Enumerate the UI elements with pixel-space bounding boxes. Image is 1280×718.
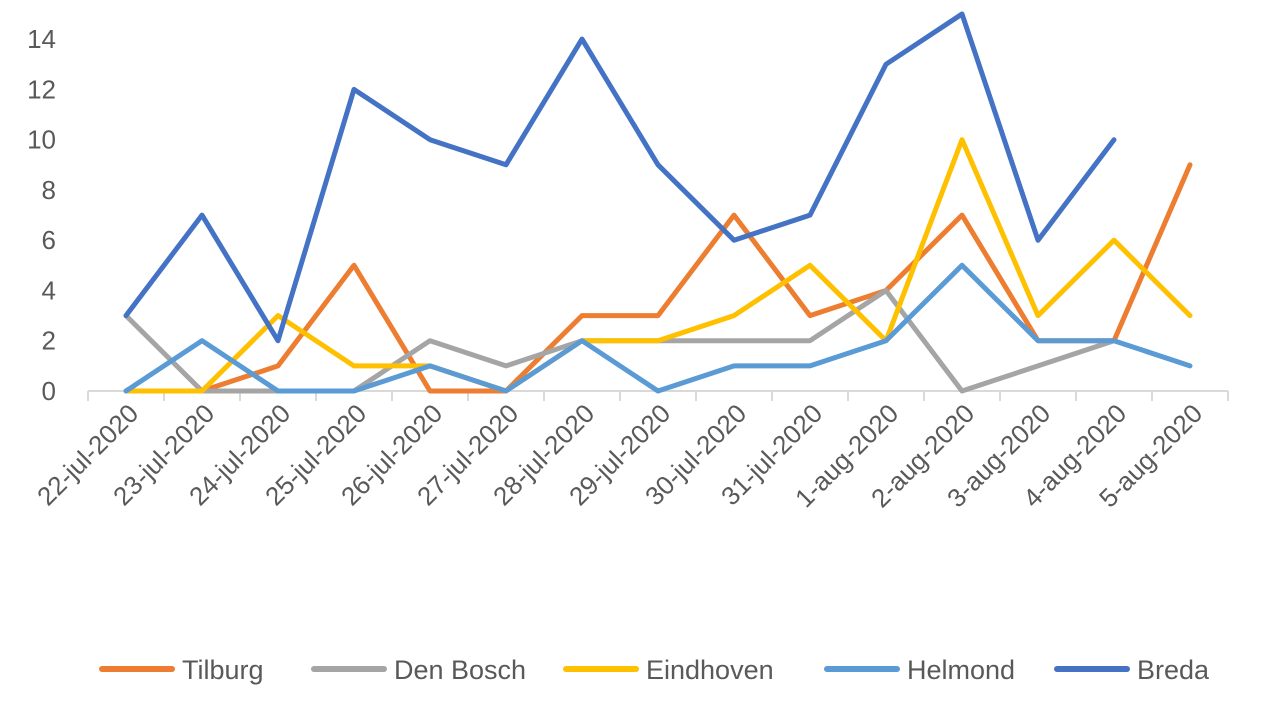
legend-label-breda: Breda xyxy=(1137,655,1210,685)
series-line-eindhoven xyxy=(123,137,1193,394)
series-line-breda xyxy=(123,11,1117,344)
legend-label-tilburg: Tilburg xyxy=(182,655,264,685)
y-tick-label: 8 xyxy=(42,175,56,205)
series-lines xyxy=(123,11,1193,394)
legend-label-helmond: Helmond xyxy=(907,655,1015,685)
series-line-helmond xyxy=(123,262,1193,394)
legend: Tilburg Den Bosch Eindhoven Helmond Breda xyxy=(99,655,1210,685)
y-tick-label: 6 xyxy=(42,225,56,255)
y-tick-label: 0 xyxy=(42,376,56,406)
x-axis: 22-jul-202023-jul-202024-jul-202025-jul-… xyxy=(31,390,1229,513)
legend-label-eindhoven: Eindhoven xyxy=(646,655,774,685)
y-tick-label: 10 xyxy=(27,125,56,155)
legend-label-den-bosch: Den Bosch xyxy=(394,655,526,685)
series-line-tilburg xyxy=(199,162,1193,394)
y-axis: 0 2 4 6 8 10 12 14 xyxy=(27,24,56,406)
y-tick-label: 2 xyxy=(42,326,56,356)
y-tick-label: 4 xyxy=(42,275,56,305)
y-tick-label: 14 xyxy=(27,24,56,54)
y-tick-label: 12 xyxy=(27,74,56,104)
